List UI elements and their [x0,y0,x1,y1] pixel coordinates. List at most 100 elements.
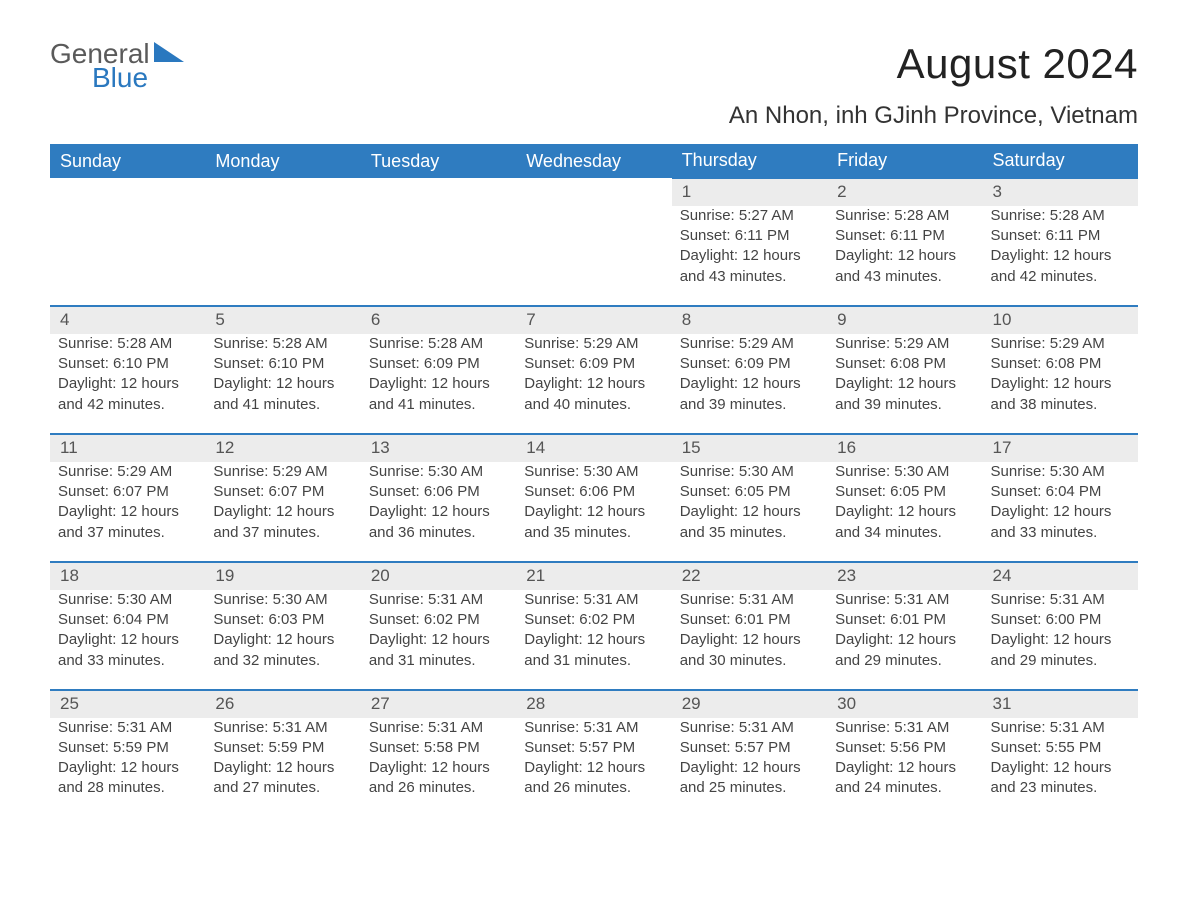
day-cell: Sunrise: 5:31 AMSunset: 5:58 PMDaylight:… [361,718,516,817]
day-sunrise: Sunrise: 5:31 AM [680,590,819,610]
day-number: 28 [516,690,671,718]
day-number: 31 [983,690,1138,718]
day-d2: and 26 minutes. [524,778,663,798]
day-d2: and 23 minutes. [991,778,1130,798]
day-sunset: Sunset: 6:03 PM [213,610,352,630]
day-d2: and 31 minutes. [369,651,508,671]
daynum-row: 25262728293031 [50,690,1138,718]
day-cell: Sunrise: 5:29 AMSunset: 6:09 PMDaylight:… [516,334,671,434]
day-cell: Sunrise: 5:31 AMSunset: 6:01 PMDaylight:… [827,590,982,690]
day-sunset: Sunset: 5:58 PM [369,738,508,758]
day-number: 6 [361,306,516,334]
day-sunset: Sunset: 5:57 PM [680,738,819,758]
day-d2: and 37 minutes. [58,523,197,543]
day-d1: Daylight: 12 hours [369,758,508,778]
day-cell: Sunrise: 5:29 AMSunset: 6:07 PMDaylight:… [50,462,205,562]
day-number: 4 [50,306,205,334]
calendar-table: Sunday Monday Tuesday Wednesday Thursday… [50,144,1138,817]
day-cell: Sunrise: 5:28 AMSunset: 6:10 PMDaylight:… [205,334,360,434]
day-cell [361,206,516,306]
day-number: 17 [983,434,1138,462]
day-d2: and 40 minutes. [524,395,663,415]
day-sunrise: Sunrise: 5:31 AM [58,718,197,738]
day-number: 12 [205,434,360,462]
day-cell: Sunrise: 5:30 AMSunset: 6:06 PMDaylight:… [361,462,516,562]
day-number: 22 [672,562,827,590]
day-number: 9 [827,306,982,334]
dayheader-sat: Saturday [983,144,1138,178]
day-d2: and 39 minutes. [680,395,819,415]
day-sunrise: Sunrise: 5:29 AM [835,334,974,354]
day-d2: and 43 minutes. [680,267,819,287]
day-cell: Sunrise: 5:28 AMSunset: 6:11 PMDaylight:… [983,206,1138,306]
day-header-row: Sunday Monday Tuesday Wednesday Thursday… [50,144,1138,178]
day-content-row: Sunrise: 5:28 AMSunset: 6:10 PMDaylight:… [50,334,1138,434]
day-d2: and 35 minutes. [524,523,663,543]
day-cell: Sunrise: 5:27 AMSunset: 6:11 PMDaylight:… [672,206,827,306]
day-d1: Daylight: 12 hours [58,374,197,394]
day-d2: and 29 minutes. [991,651,1130,671]
day-number: 10 [983,306,1138,334]
day-d2: and 39 minutes. [835,395,974,415]
day-sunset: Sunset: 6:02 PM [369,610,508,630]
day-cell: Sunrise: 5:29 AMSunset: 6:09 PMDaylight:… [672,334,827,434]
day-number [205,178,360,206]
day-d1: Daylight: 12 hours [680,758,819,778]
day-sunrise: Sunrise: 5:29 AM [213,462,352,482]
day-number: 5 [205,306,360,334]
daynum-row: 11121314151617 [50,434,1138,462]
day-cell: Sunrise: 5:31 AMSunset: 5:59 PMDaylight:… [50,718,205,817]
daynum-row: 45678910 [50,306,1138,334]
day-sunset: Sunset: 6:11 PM [680,226,819,246]
day-sunset: Sunset: 6:08 PM [991,354,1130,374]
day-sunset: Sunset: 6:04 PM [58,610,197,630]
day-sunset: Sunset: 6:09 PM [680,354,819,374]
day-sunset: Sunset: 6:05 PM [835,482,974,502]
day-number [361,178,516,206]
logo-triangle-icon [154,40,188,67]
day-sunset: Sunset: 6:07 PM [213,482,352,502]
day-sunrise: Sunrise: 5:31 AM [991,718,1130,738]
day-d1: Daylight: 12 hours [213,758,352,778]
day-d2: and 41 minutes. [213,395,352,415]
day-d1: Daylight: 12 hours [213,630,352,650]
day-sunrise: Sunrise: 5:30 AM [213,590,352,610]
day-cell: Sunrise: 5:30 AMSunset: 6:04 PMDaylight:… [50,590,205,690]
day-sunset: Sunset: 6:01 PM [680,610,819,630]
day-number: 2 [827,178,982,206]
day-content-row: Sunrise: 5:30 AM Sunset: 6:04 PM Daylight:… [50,590,1138,690]
day-cell: Sunrise: 5:31 AMSunset: 6:02 PMDaylight:… [361,590,516,690]
day-content-row: Sunrise: 5:31 AMSunset: 5:59 PMDaylight:… [50,718,1138,817]
day-number: 3 [983,178,1138,206]
day-number [50,178,205,206]
day-cell: Sunrise: 5:29 AMSunset: 6:08 PMDaylight:… [983,334,1138,434]
day-number: 20 [361,562,516,590]
title-block: August 2024 [897,40,1138,88]
day-sunrise: Sunrise: 5:30 AM [991,462,1130,482]
day-number: 1 [672,178,827,206]
day-sunrise: Sunrise: 5:28 AM [835,206,974,226]
day-cell: Sunrise: 5:28 AMSunset: 6:11 PMDaylight:… [827,206,982,306]
day-d2: and 26 minutes. [369,778,508,798]
day-sunrise: Sunrise: 5:30 AM [680,462,819,482]
day-cell: Sunrise: 5:29 AMSunset: 6:07 PMDaylight:… [205,462,360,562]
day-cell: Sunrise: 5:28 AMSunset: 6:09 PMDaylight:… [361,334,516,434]
day-d2: and 42 minutes. [991,267,1130,287]
day-sunrise: Sunrise: 5:31 AM [369,718,508,738]
day-sunset: Sunset: 6:08 PM [835,354,974,374]
day-cell: Sunrise: 5:31 AMSunset: 5:59 PMDaylight:… [205,718,360,817]
dayheader-fri: Friday [827,144,982,178]
day-d1: Daylight: 12 hours [835,374,974,394]
day-sunrise: Sunrise: 5:31 AM [369,590,508,610]
day-d1: Daylight: 12 hours [991,502,1130,522]
day-d1: Daylight: 12 hours [835,758,974,778]
day-d1: Daylight: 12 hours [369,630,508,650]
day-cell: Sunrise: 5:31 AMSunset: 5:55 PMDaylight:… [983,718,1138,817]
day-d2: and 25 minutes. [680,778,819,798]
dayheader-mon: Monday [205,144,360,178]
day-d1: Daylight: 12 hours [524,758,663,778]
day-sunset: Sunset: 6:06 PM [524,482,663,502]
day-d1: Daylight: 12 hours [58,758,197,778]
location-label: An Nhon, inh GJinh Province, Vietnam [50,102,1138,130]
day-cell [516,206,671,306]
